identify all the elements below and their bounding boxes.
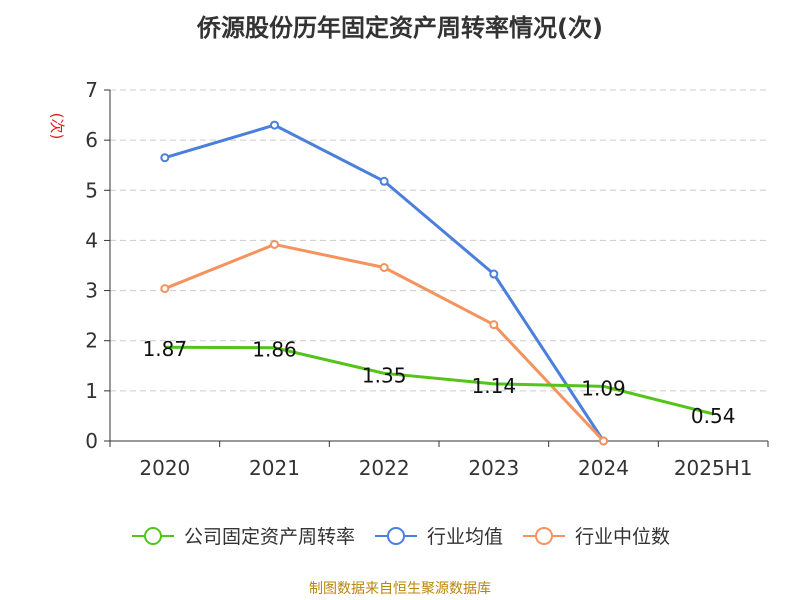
y-tick-label: 5	[85, 178, 98, 202]
y-tick-label: 2	[85, 329, 98, 353]
x-tick-label: 2022	[359, 456, 410, 480]
y-tick-label: 7	[85, 78, 98, 102]
data-point[interactable]	[160, 153, 170, 163]
legend-label-company: 公司固定资产周转率	[183, 526, 355, 548]
chart-legend: 公司固定资产周转率 行业均值 行业中位数	[0, 522, 800, 549]
legend-item-industry-mean[interactable]: 行业均值	[373, 522, 503, 549]
data-label: 1.14	[472, 374, 517, 398]
data-label: 1.87	[143, 337, 188, 361]
data-label: 1.86	[252, 338, 297, 362]
legend-swatch-company	[131, 526, 174, 545]
y-axis-label: (次)	[48, 113, 66, 140]
chart-title: 侨源股份历年固定资产周转率情况(次)	[197, 14, 603, 42]
data-point[interactable]	[270, 120, 279, 130]
x-tick-label: 2021	[249, 456, 300, 480]
data-label: 0.54	[691, 404, 736, 428]
x-tick-label: 2023	[468, 456, 519, 480]
series-line	[164, 345, 714, 416]
legend-label-industry-mean: 行业均值	[426, 526, 503, 548]
legend-item-company[interactable]: 公司固定资产周转率	[130, 522, 355, 549]
data-label: 1.09	[581, 376, 626, 400]
legend-label-industry-median: 行业中位数	[575, 526, 671, 548]
data-point[interactable]	[599, 436, 608, 446]
data-point[interactable]	[489, 269, 499, 279]
legend-swatch-industry-median	[523, 526, 565, 545]
y-tick-label: 4	[85, 228, 98, 252]
data-point[interactable]	[489, 320, 499, 330]
x-tick-label: 2024	[578, 456, 629, 480]
data-point[interactable]	[379, 176, 389, 186]
y-tick-label: 6	[85, 128, 98, 152]
data-point[interactable]	[160, 284, 170, 294]
x-tick-label: 2020	[139, 456, 190, 480]
data-source-note: 制图数据来自恒生聚源数据库	[309, 581, 491, 597]
data-label: 1.35	[362, 363, 407, 387]
x-tick-label: 2025H1	[674, 456, 753, 480]
data-point[interactable]	[270, 239, 279, 249]
data-point[interactable]	[379, 263, 389, 273]
series-line	[164, 123, 605, 442]
y-tick-label: 0	[85, 429, 98, 453]
legend-item-industry-median[interactable]: 行业中位数	[521, 522, 670, 549]
y-tick-label: 3	[85, 279, 98, 303]
legend-swatch-industry-mean	[374, 526, 417, 545]
y-tick-label: 1	[85, 379, 98, 403]
